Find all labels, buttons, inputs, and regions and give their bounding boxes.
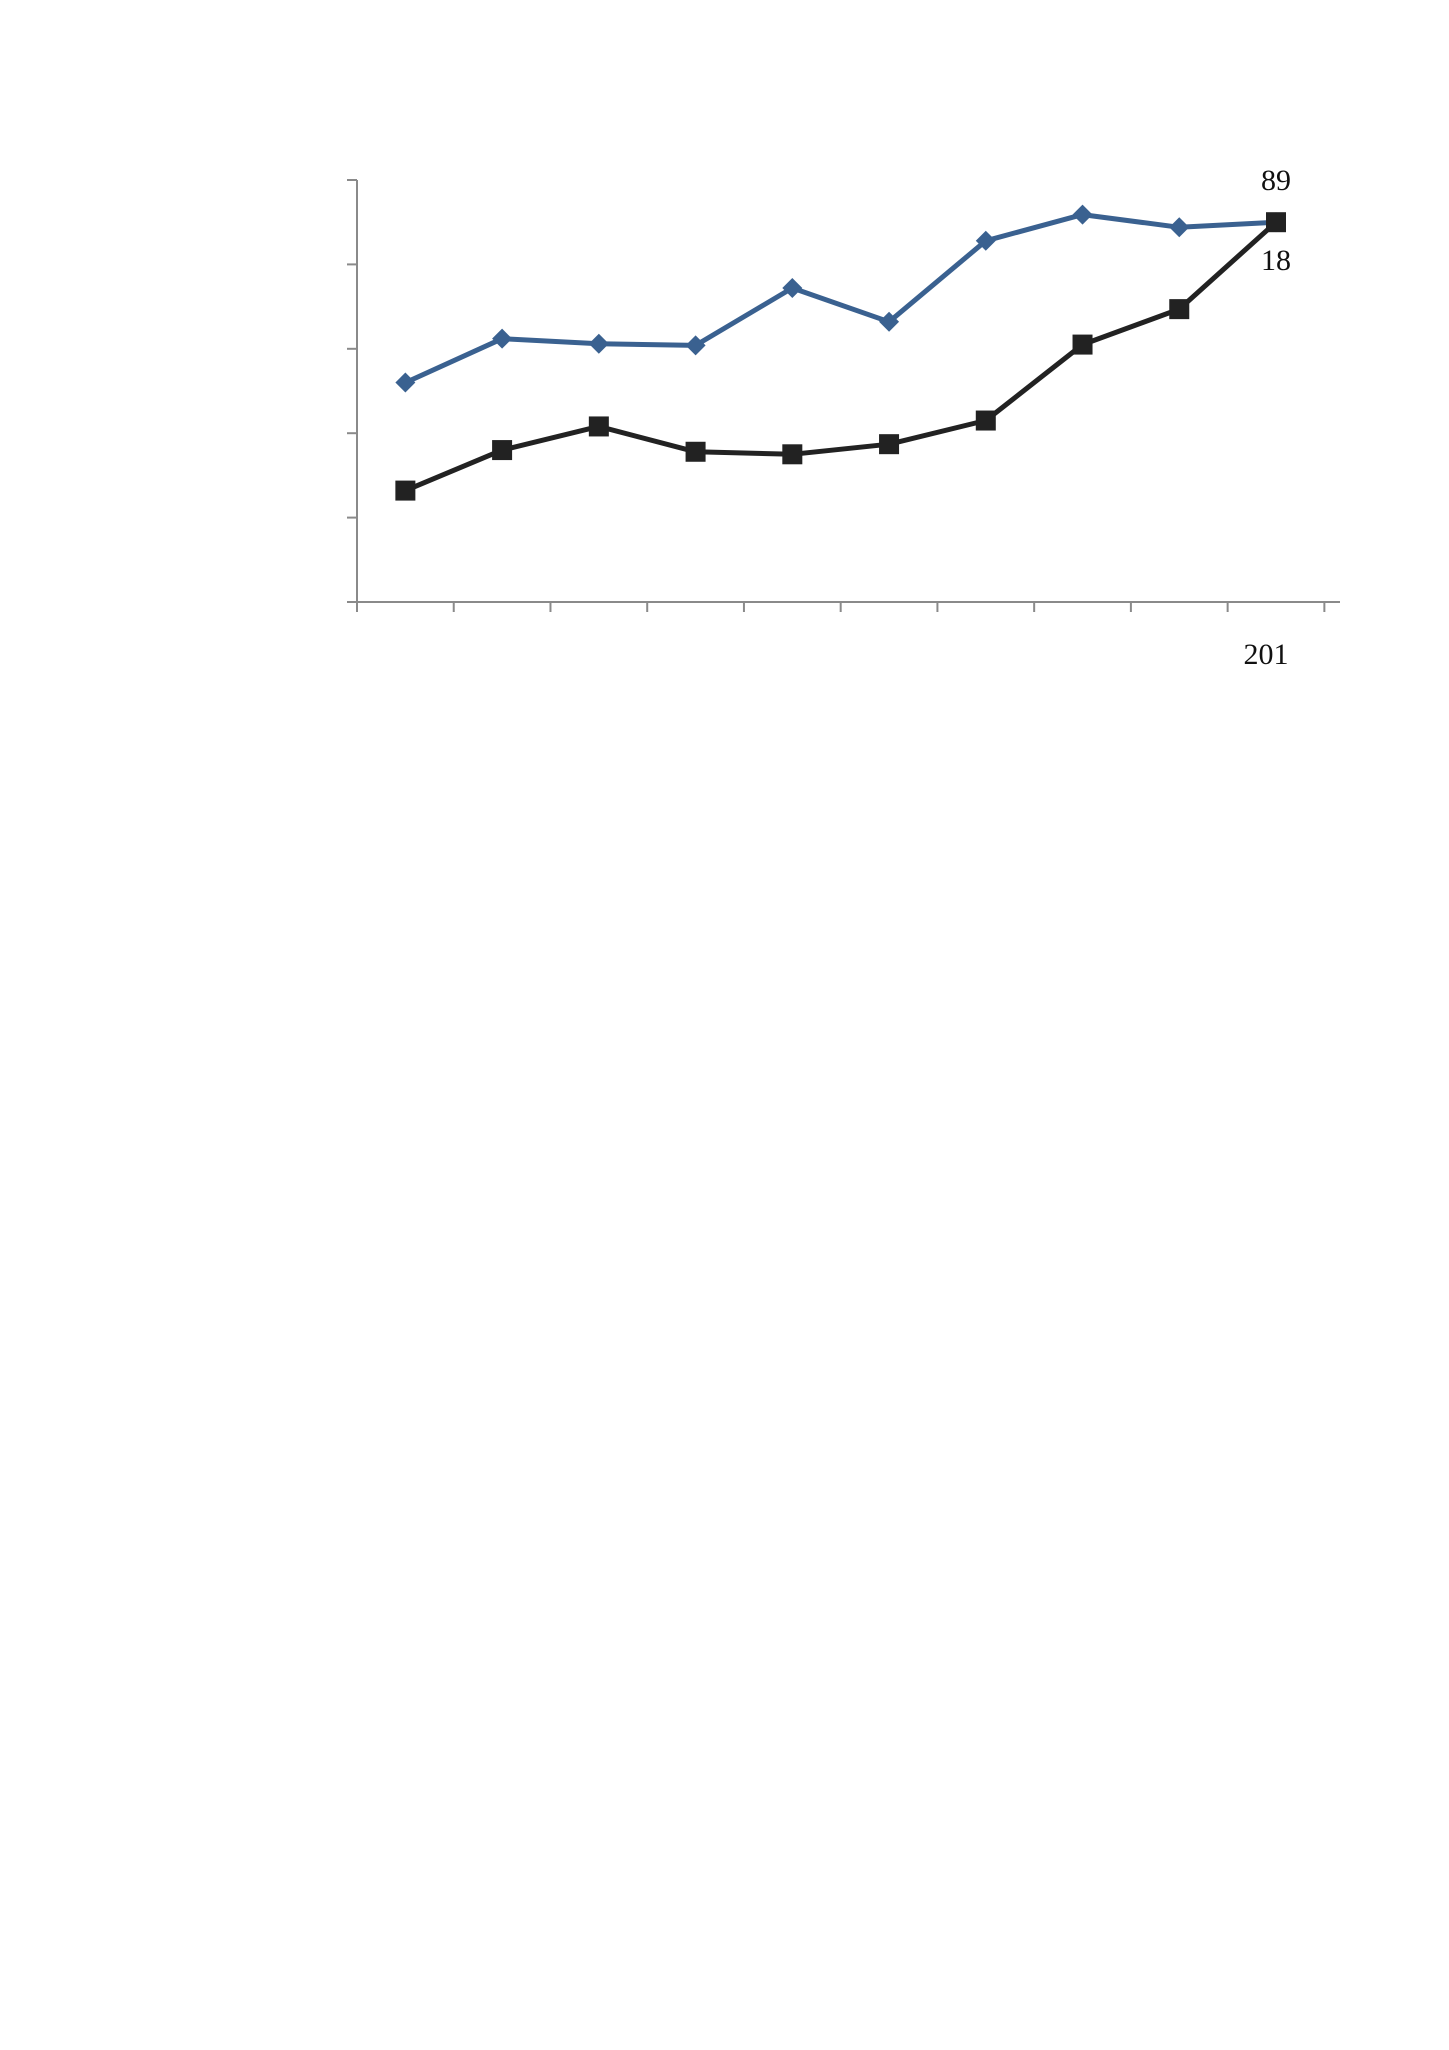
x-tick-label-9: 201 bbox=[1244, 638, 1289, 671]
series-0-point-0 bbox=[395, 372, 416, 393]
series-1-point-6 bbox=[975, 410, 996, 431]
series-0-point-5 bbox=[879, 311, 900, 332]
series-1-point-3 bbox=[685, 441, 706, 462]
series-0-point-4 bbox=[782, 278, 803, 299]
series-0-point-3 bbox=[685, 335, 706, 356]
series-1-point-5 bbox=[879, 434, 900, 455]
series-0-point-2 bbox=[588, 333, 609, 354]
series-0-point-1 bbox=[492, 328, 513, 349]
series-0-point-6 bbox=[975, 230, 996, 251]
series-0-line bbox=[404, 212, 1277, 385]
series-0-end-label: 89 bbox=[1261, 164, 1291, 197]
series-1-point-8 bbox=[1169, 299, 1190, 320]
series-0-point-8 bbox=[1169, 217, 1190, 238]
series-1-point-4 bbox=[782, 444, 803, 465]
series-1-line bbox=[404, 220, 1278, 493]
series-1-point-1 bbox=[492, 440, 513, 461]
series-0-point-7 bbox=[1072, 204, 1093, 225]
series-1-point-2 bbox=[588, 416, 609, 437]
series-1-end-label: 18 bbox=[1261, 244, 1291, 277]
series-1-point-7 bbox=[1072, 334, 1093, 355]
series-1-point-9 bbox=[1266, 212, 1286, 233]
series-1-point-0 bbox=[395, 480, 416, 501]
